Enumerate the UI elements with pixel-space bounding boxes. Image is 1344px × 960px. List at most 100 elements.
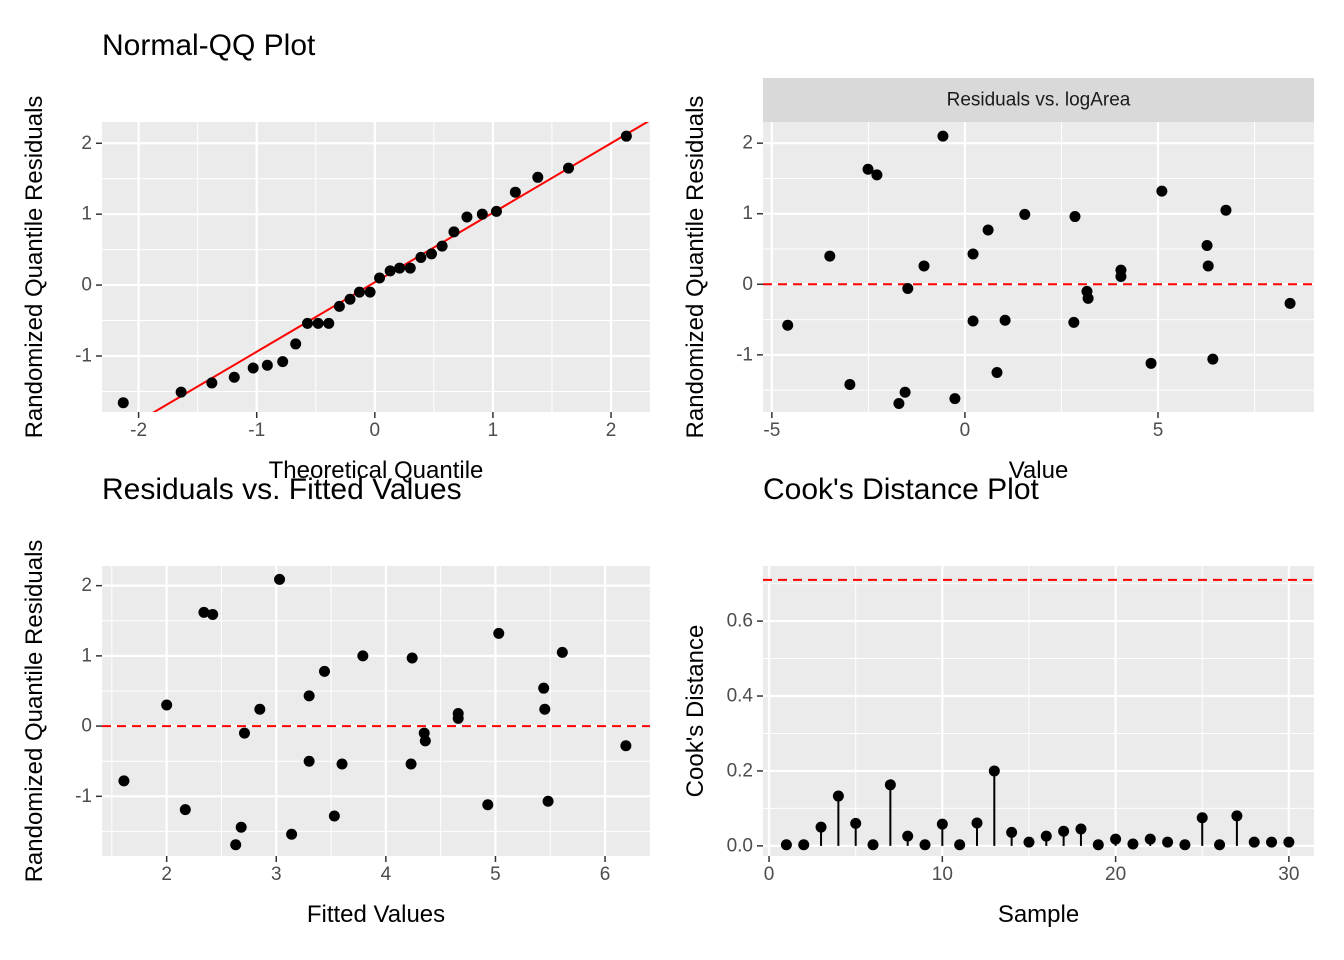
point: [1069, 211, 1081, 223]
point: [538, 682, 550, 694]
point: [238, 727, 250, 739]
point: [815, 821, 827, 833]
point: [850, 817, 862, 829]
y-tick-label: -1: [75, 786, 92, 807]
x-tick-label: 0: [764, 864, 775, 885]
panel-group: -1 0 1 2 2 3 4 5 6 Residuals vs. Fitted Values Fit…: [21, 473, 650, 928]
y-tick-label: 2: [742, 133, 753, 154]
x-tick-label: 0: [960, 420, 971, 441]
y-tick-label: 0: [81, 275, 92, 296]
point: [448, 226, 460, 238]
point: [328, 810, 340, 822]
point: [1214, 839, 1226, 851]
point: [490, 205, 502, 217]
point: [436, 240, 448, 252]
point: [1023, 836, 1035, 848]
point: [336, 758, 348, 770]
point: [312, 317, 324, 329]
point: [824, 250, 836, 262]
point: [482, 799, 494, 811]
x-tick-label: 1: [488, 420, 499, 441]
point: [1284, 297, 1296, 309]
point: [344, 293, 356, 305]
point: [118, 775, 130, 787]
point: [539, 703, 551, 715]
point: [982, 224, 994, 236]
x-tick-label: 0: [370, 420, 381, 441]
y-tick-label: -1: [736, 344, 753, 365]
y-axis-title: Randomized Quantile Residuals: [21, 540, 48, 883]
point: [1201, 239, 1213, 251]
panel-background: [763, 566, 1314, 856]
point: [780, 839, 792, 851]
point: [1058, 825, 1070, 837]
point: [1068, 316, 1080, 328]
panel-title: Normal-QQ Plot: [102, 29, 316, 62]
point: [1283, 836, 1295, 848]
point: [461, 211, 473, 223]
point: [867, 839, 879, 851]
point: [782, 319, 794, 331]
y-tick-label: 0.4: [727, 686, 754, 707]
y-axis-title: Cook's Distance: [682, 625, 709, 798]
panel-title: Residuals vs. Fitted Values: [102, 473, 462, 506]
point: [967, 315, 979, 327]
point: [1196, 812, 1208, 824]
panel-background: [102, 122, 650, 412]
point: [1220, 204, 1232, 216]
point: [405, 758, 417, 770]
point: [1075, 823, 1087, 835]
panel-group: 0.0 0.2 0.4 0.6 0 10 20 30 Cook's Distance Plot S…: [682, 473, 1314, 928]
point: [419, 735, 431, 747]
point: [274, 573, 286, 585]
plot-area: [763, 130, 1314, 410]
y-tick-label: 0: [742, 274, 753, 295]
point: [949, 393, 961, 405]
x-tick-label: 5: [490, 864, 501, 885]
point: [357, 650, 369, 662]
point: [228, 371, 240, 383]
point: [1006, 826, 1018, 838]
point: [318, 665, 330, 677]
point: [971, 817, 983, 829]
x-tick-label: 2: [161, 864, 172, 885]
plot-area: [763, 578, 1314, 851]
point: [862, 163, 874, 175]
y-tick-label: 1: [81, 204, 92, 225]
x-tick-label: 30: [1278, 864, 1299, 885]
point: [1127, 838, 1139, 850]
point: [936, 818, 948, 830]
point: [919, 839, 931, 851]
point: [286, 828, 298, 840]
x-tick-label: -1: [248, 420, 265, 441]
point: [1144, 833, 1156, 845]
y-axis-title: Randomized Quantile Residuals: [682, 96, 709, 439]
point: [364, 286, 376, 298]
point: [542, 795, 554, 807]
point: [117, 397, 129, 409]
point: [988, 765, 1000, 777]
point: [333, 300, 345, 312]
x-axis-title: Theoretical Quantile: [269, 457, 484, 484]
point: [493, 627, 505, 639]
point: [798, 839, 810, 851]
point: [844, 378, 856, 390]
point: [899, 386, 911, 398]
y-tick-label: 0.2: [727, 760, 753, 781]
x-axis-title: Fitted Values: [307, 901, 445, 928]
point: [261, 359, 273, 371]
point: [1231, 810, 1243, 822]
x-axis-title: Sample: [998, 901, 1079, 928]
point: [620, 740, 632, 752]
point: [247, 362, 259, 374]
point: [893, 398, 905, 410]
point: [1156, 185, 1168, 197]
point: [902, 830, 914, 842]
point: [1110, 833, 1122, 845]
point: [476, 208, 488, 220]
point: [532, 171, 544, 183]
point: [918, 260, 930, 272]
point: [1040, 830, 1052, 842]
point: [1266, 836, 1278, 848]
